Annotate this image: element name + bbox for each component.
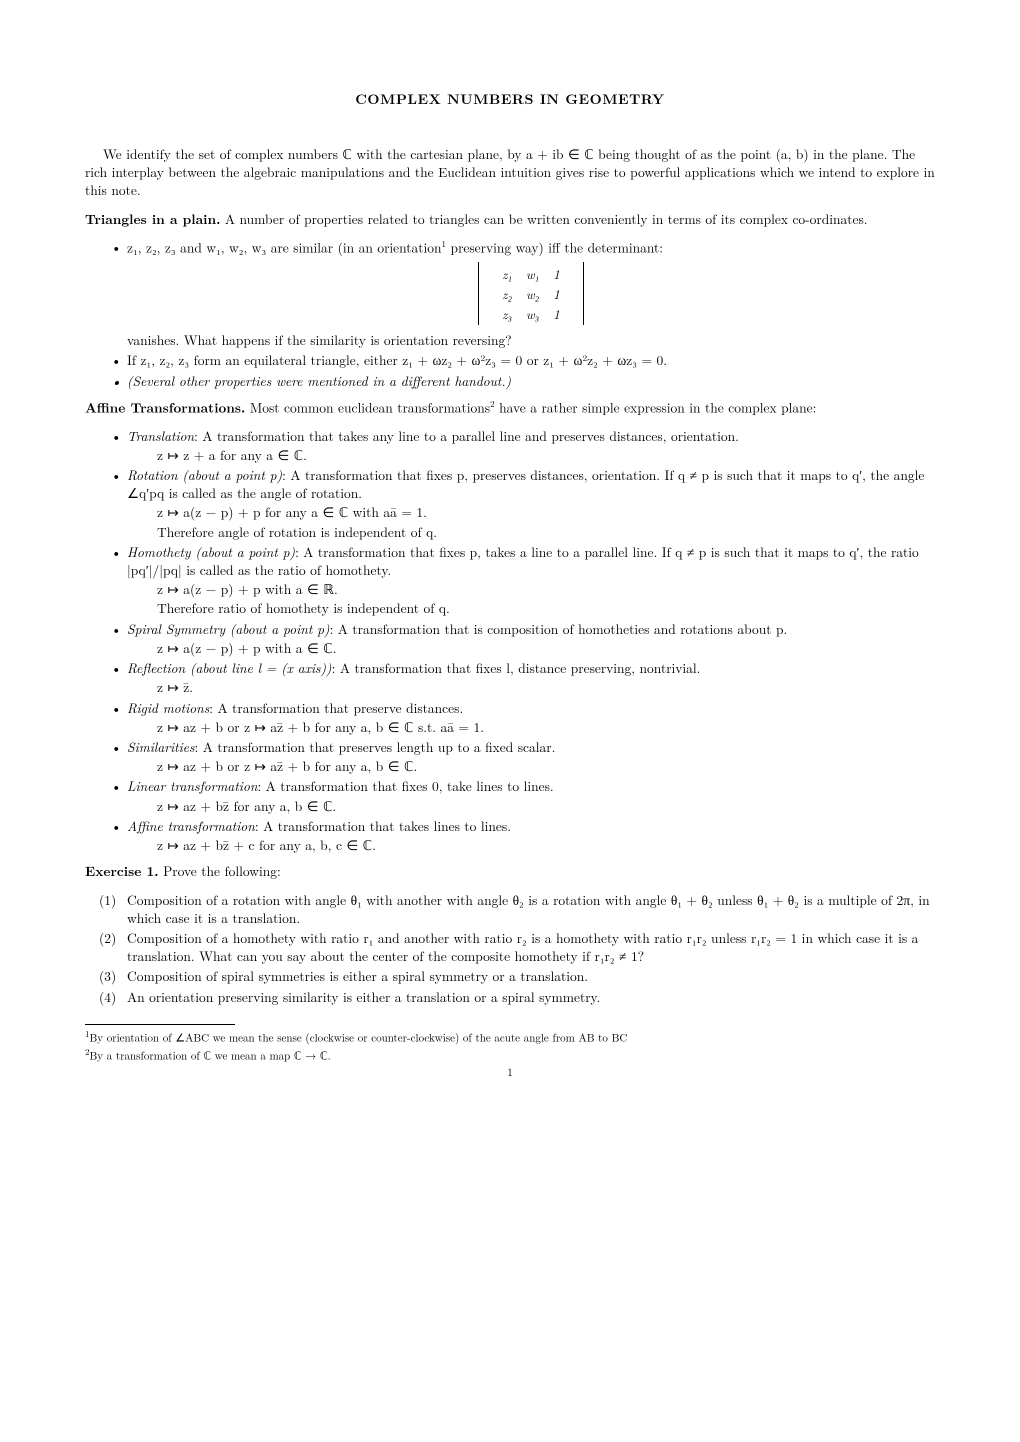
list-item: Rotation (about a point p): A transforma… [127, 466, 935, 541]
list-item: Composition of a homothety with ratio r₁… [127, 929, 935, 965]
exercise-body: Prove the following: [159, 861, 281, 880]
exercise-list: Composition of a rotation with angle θ₁ … [85, 891, 935, 1006]
footnote-2: 2By a transformation of ℂ we mean a map … [85, 1046, 935, 1064]
transform-formula: z ↦ a(z − p) + p for any a ∈ ℂ with aā =… [127, 503, 935, 521]
section-head-triangles: Triangles in a plain. [85, 209, 220, 228]
list-item: z₁, z₂, z₃ and w₁, w₂, w₃ are similar (i… [127, 238, 935, 350]
transform-desc: : A transformation that takes any line t… [194, 426, 739, 445]
transform-formula: z ↦ az + b or z ↦ az̄ + b for any a, b ∈… [127, 718, 935, 736]
transform-desc: : A transformation that fixes 0, take li… [257, 776, 553, 795]
transform-name: Homothety (about a point p) [127, 542, 295, 561]
footnote-text: By orientation of ∠ABC we mean the sense… [90, 1031, 628, 1046]
list-item: Composition of spiral symmetries is eith… [127, 967, 935, 985]
list-item: Rigid motions: A transformation that pre… [127, 699, 935, 736]
transform-name: Spiral Symmetry (about a point p) [127, 619, 330, 638]
list-item: Composition of a rotation with angle θ₁ … [127, 891, 935, 927]
transform-name: Similarities [127, 737, 194, 756]
exercise-head: Exercise 1. [85, 861, 159, 880]
page-title: COMPLEX NUMBERS IN GEOMETRY [85, 90, 935, 109]
transform-name: Linear transformation [127, 776, 257, 795]
section-body-affine-b: have a rather simple expression in the c… [495, 397, 817, 416]
list-item: Similarities: A transformation that pres… [127, 738, 935, 775]
list-item: If z₁, z₂, z₃ form an equilateral triang… [127, 351, 935, 369]
similar-text-a: z₁, z₂, z₃ and w₁, w₂, w₃ are similar (i… [127, 237, 442, 256]
list-item: (Several other properties were mentioned… [127, 372, 935, 390]
section-head-affine: Affine Transformations. [85, 397, 245, 416]
transform-note: Therefore angle of rotation is independe… [127, 523, 935, 541]
transform-formula: z ↦ z + a for any a ∈ ℂ. [127, 446, 935, 464]
intro-paragraph: We identify the set of complex numbers ℂ… [85, 145, 935, 200]
transform-desc: : A transformation that is composition o… [330, 619, 788, 638]
transform-name: Reflection (about line l = (x axis)) [127, 658, 332, 677]
determinant-matrix: z₁w₁1 z₂w₂1 z₃w₃1 [127, 262, 935, 325]
transform-name: Rigid motions [127, 698, 209, 717]
list-item: Spiral Symmetry (about a point p): A tra… [127, 620, 935, 657]
triangles-list: z₁, z₂, z₃ and w₁, w₂, w₃ are similar (i… [85, 238, 935, 390]
transform-formula: z ↦ az + bz̄ + c for any a, b, c ∈ ℂ. [127, 836, 935, 854]
transform-desc: : A transformation that fixes l, distanc… [332, 658, 701, 677]
transform-formula: z ↦ a(z − p) + p with a ∈ ℝ. [127, 580, 935, 598]
section-body-affine-a: Most common euclidean transformations [245, 397, 490, 416]
transform-formula: z ↦ a(z − p) + p with a ∈ ℂ. [127, 639, 935, 657]
transform-desc: : A transformation that preserves length… [194, 737, 555, 756]
list-item: Affine transformation: A transformation … [127, 817, 935, 854]
exercise-1: Exercise 1. Prove the following: [85, 862, 935, 880]
page-number: 1 [85, 1066, 935, 1081]
footnote-rule [85, 1024, 235, 1025]
transform-name: Rotation (about a point p) [127, 465, 282, 484]
list-item: Reflection (about line l = (x axis)): A … [127, 659, 935, 696]
list-item: An orientation preserving similarity is … [127, 988, 935, 1006]
transform-desc: : A transformation that takes lines to l… [255, 816, 511, 835]
transform-desc: : A transformation that preserve distanc… [209, 698, 463, 717]
vanishes-text: vanishes. What happens if the similarity… [127, 330, 512, 349]
section-body-triangles: A number of properties related to triang… [220, 209, 867, 228]
similar-text-b: preserving way) iff the determinant: [446, 237, 663, 256]
transform-name: Affine transformation [127, 816, 255, 835]
transform-formula: z ↦ az + bz̄ for any a, b ∈ ℂ. [127, 797, 935, 815]
list-item: Linear transformation: A transformation … [127, 777, 935, 814]
footnote-text: By a transformation of ℂ we mean a map ℂ… [90, 1048, 331, 1063]
footnotes: 1By orientation of ∠ABC we mean the sens… [85, 1028, 935, 1064]
footnote-1: 1By orientation of ∠ABC we mean the sens… [85, 1028, 935, 1046]
section-triangles: Triangles in a plain. A number of proper… [85, 210, 935, 228]
transform-formula: z ↦ z̄. [127, 678, 935, 696]
list-item: Homothety (about a point p): A transform… [127, 543, 935, 618]
transform-name: Translation [127, 426, 194, 445]
transformations-list: Translation: A transformation that takes… [85, 427, 935, 855]
transform-note: Therefore ratio of homothety is independ… [127, 599, 935, 617]
section-affine: Affine Transformations. Most common eucl… [85, 398, 935, 417]
transform-formula: z ↦ az + b or z ↦ az̄ + b for any a, b ∈… [127, 757, 935, 775]
list-item: Translation: A transformation that takes… [127, 427, 935, 464]
